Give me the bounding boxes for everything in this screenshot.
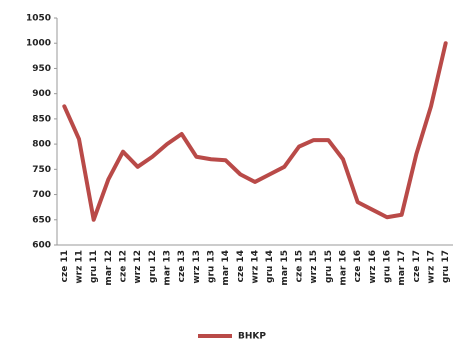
x-tick-label: cze 14 — [236, 250, 246, 282]
x-tick-label: cze 11 — [60, 250, 70, 282]
x-tick-label: mar 17 — [397, 250, 407, 286]
x-tick-label: cze 13 — [177, 250, 187, 282]
x-tick-label: mar 16 — [339, 250, 349, 286]
x-tick-label: mar 13 — [163, 250, 173, 286]
x-tick-label: gru 15 — [324, 250, 334, 283]
y-tick-label: 800 — [32, 140, 51, 150]
y-tick-label: 600 — [32, 241, 51, 251]
x-tick-label: gru 17 — [441, 250, 451, 283]
x-tick-label: gru 13 — [207, 250, 217, 283]
y-tick-label: 1050 — [26, 14, 51, 24]
line-series — [62, 41, 448, 222]
x-tick-label: gru 16 — [383, 250, 393, 283]
y-tick-label: 650 — [32, 215, 51, 225]
x-tick-label: wrz 17 — [427, 250, 437, 284]
x-tick-label: gru 14 — [265, 250, 275, 283]
y-tick-label: 1000 — [26, 39, 51, 49]
legend-label: BHKP — [238, 332, 266, 341]
x-tick-label: cze 12 — [119, 250, 129, 282]
x-tick-label: mar 14 — [221, 250, 231, 286]
x-tick-label: wrz 13 — [192, 250, 202, 284]
y-tick-label: 750 — [32, 165, 51, 175]
y-tick-label: 950 — [32, 64, 51, 74]
x-tick-label: wrz 14 — [251, 250, 261, 284]
x-tick-label: wrz 15 — [309, 250, 319, 284]
x-tick-label: cze 17 — [412, 250, 422, 282]
x-tick-label: mar 15 — [280, 250, 290, 286]
x-tick-label: cze 16 — [353, 250, 363, 282]
x-tick-label: cze 15 — [295, 250, 305, 282]
y-tick-label: 700 — [32, 190, 51, 200]
y-tick-label: 900 — [32, 89, 51, 99]
x-tick-label: gru 12 — [148, 250, 158, 283]
x-tick-label: wrz 11 — [75, 250, 85, 284]
x-tick-label: mar 12 — [104, 250, 114, 286]
x-tick-label: gru 11 — [89, 250, 99, 283]
x-tick-label: wrz 16 — [368, 250, 378, 284]
y-tick-label: 850 — [32, 114, 51, 124]
x-tick-label: wrz 12 — [133, 250, 143, 284]
